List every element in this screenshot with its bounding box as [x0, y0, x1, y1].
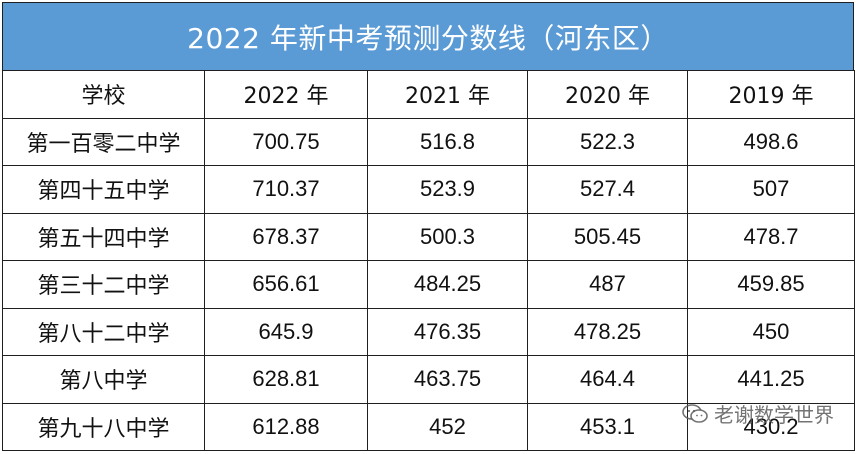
score-cell-2019: 459.85	[687, 260, 855, 309]
school-name-cell: 第九十八中学	[2, 402, 205, 451]
school-name-cell: 第八十二中学	[2, 307, 205, 356]
column-header-2021: 2021 年	[367, 70, 528, 119]
school-name-cell: 第一百零二中学	[2, 117, 205, 166]
school-name-cell: 第四十五中学	[2, 165, 205, 214]
score-cell-2019: 478.7	[687, 212, 855, 261]
school-name-cell: 第五十四中学	[2, 212, 205, 261]
score-cell-2020: 522.3	[527, 117, 688, 166]
score-cell-2022: 710.37	[204, 165, 368, 214]
score-cell-2021: 523.9	[367, 165, 528, 214]
table-row: 第一百零二中学 700.75 516.8 522.3 498.6	[2, 117, 855, 166]
column-header-school: 学校	[2, 70, 205, 119]
score-cell-2020: 487	[527, 260, 688, 309]
score-cell-2020: 527.4	[527, 165, 688, 214]
school-name-cell: 第八中学	[2, 355, 205, 404]
table-row: 第五十四中学 678.37 500.3 505.45 478.7	[2, 212, 855, 261]
table-row: 第四十五中学 710.37 523.9 527.4 507	[2, 165, 855, 214]
score-cell-2020: 505.45	[527, 212, 688, 261]
score-cell-2022: 678.37	[204, 212, 368, 261]
score-cell-2022: 628.81	[204, 355, 368, 404]
score-table: 学校 2022 年 2021 年 2020 年 2019 年 第一百零二中学 7…	[2, 70, 855, 451]
score-cell-2020: 464.4	[527, 355, 688, 404]
score-cell-2019: 507	[687, 165, 855, 214]
score-cell-2020: 478.25	[527, 307, 688, 356]
score-cell-2021: 463.75	[367, 355, 528, 404]
column-header-2020: 2020 年	[527, 70, 688, 119]
score-cell-2019: 430.2	[687, 402, 855, 451]
score-cell-2019: 441.25	[687, 355, 855, 404]
score-cell-2021: 476.35	[367, 307, 528, 356]
table-title: 2022 年新中考预测分数线（河东区）	[2, 2, 854, 70]
score-cell-2021: 500.3	[367, 212, 528, 261]
score-cell-2022: 656.61	[204, 260, 368, 309]
header-row: 学校 2022 年 2021 年 2020 年 2019 年	[2, 70, 855, 119]
score-cell-2021: 452	[367, 402, 528, 451]
table-row: 第八中学 628.81 463.75 464.4 441.25	[2, 355, 855, 404]
table-row: 第九十八中学 612.88 452 453.1 430.2	[2, 402, 855, 451]
score-cell-2019: 450	[687, 307, 855, 356]
score-cell-2022: 612.88	[204, 402, 368, 451]
table-row: 第三十二中学 656.61 484.25 487 459.85	[2, 260, 855, 309]
score-cell-2019: 498.6	[687, 117, 855, 166]
score-cell-2021: 516.8	[367, 117, 528, 166]
score-cell-2020: 453.1	[527, 402, 688, 451]
table-row: 第八十二中学 645.9 476.35 478.25 450	[2, 307, 855, 356]
column-header-2019: 2019 年	[687, 70, 855, 119]
school-name-cell: 第三十二中学	[2, 260, 205, 309]
score-cell-2021: 484.25	[367, 260, 528, 309]
score-cell-2022: 700.75	[204, 117, 368, 166]
score-cell-2022: 645.9	[204, 307, 368, 356]
column-header-2022: 2022 年	[204, 70, 368, 119]
